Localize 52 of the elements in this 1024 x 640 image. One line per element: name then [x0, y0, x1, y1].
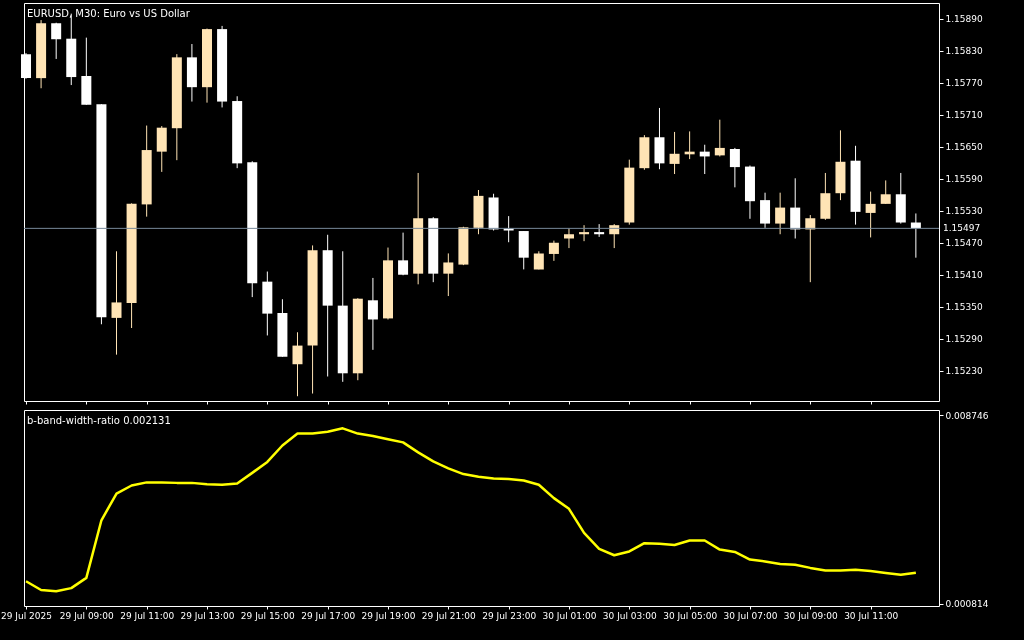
- candlestick: [594, 223, 605, 238]
- x-tick-label: 29 Jul 15:00: [240, 610, 296, 621]
- candlestick: [367, 277, 378, 351]
- x-tick-label: 30 Jul 07:00: [723, 610, 778, 621]
- y-tick-label: 0.008746: [945, 410, 989, 421]
- candlestick: [880, 179, 891, 205]
- candlestick: [714, 119, 725, 157]
- candlestick: [292, 331, 303, 397]
- candlestick: [579, 224, 590, 242]
- y-tick-label: 1.15710: [945, 110, 983, 121]
- x-tick-label: 29 Jul 23:00: [482, 610, 537, 621]
- x-tick-label: 29 Jul 13:00: [180, 610, 235, 621]
- line-series: [24, 427, 918, 593]
- text: b-band-width-ratio 0.002131: [27, 415, 171, 426]
- candlestick: [760, 192, 771, 229]
- candlestick: [669, 131, 680, 175]
- candlestick: [443, 252, 454, 297]
- x-tick-label: 29 Jul 2025: [1, 610, 52, 621]
- x-tick-label: 30 Jul 05:00: [663, 610, 718, 621]
- y-tick-label: 1.15530: [945, 206, 983, 217]
- y-tick-label: 1.15770: [945, 78, 983, 89]
- x-tick-label: 30 Jul 11:00: [844, 610, 899, 621]
- candlestick: [51, 22, 62, 60]
- candlestick: [563, 227, 574, 249]
- x-tick-label: 30 Jul 09:00: [783, 610, 839, 621]
- candlestick: [790, 177, 801, 239]
- candlestick: [865, 191, 876, 238]
- x-tick-label: 29 Jul 11:00: [120, 610, 175, 621]
- y-tick-label: 1.15350: [945, 302, 983, 313]
- x-tick-label: 29 Jul 17:00: [301, 610, 356, 621]
- x-tick-label: 30 Jul 01:00: [542, 610, 597, 621]
- candlestick: [775, 192, 786, 235]
- y-tick-label: 1.15410: [945, 270, 983, 281]
- x-tick-label: 29 Jul 19:00: [361, 610, 416, 621]
- candlestick: [111, 250, 122, 356]
- y-tick-label: 1.15590: [945, 174, 983, 185]
- candlestick: [729, 147, 740, 188]
- y-tick-label: 1.15230: [945, 366, 983, 377]
- x-tick-label: 29 Jul 21:00: [421, 610, 477, 621]
- ref-line-label: 1.15497: [943, 223, 981, 234]
- y-tick-label: 1.15470: [945, 238, 983, 249]
- x-tick-label: 30 Jul 03:00: [602, 610, 658, 621]
- y-tick-label: 0.000814: [945, 599, 989, 610]
- candlestick: [398, 232, 409, 276]
- text: EURUSD, M30: Euro vs US Dollar: [27, 8, 191, 19]
- candlestick: [548, 240, 559, 262]
- y-tick-label: 1.15650: [945, 142, 983, 153]
- y-tick-label: 1.15830: [945, 46, 983, 57]
- y-tick-label: 1.15890: [945, 14, 983, 25]
- candlestick: [156, 125, 167, 173]
- y-tick-label: 1.15290: [945, 334, 983, 345]
- x-tick-label: 29 Jul 09:00: [59, 610, 115, 621]
